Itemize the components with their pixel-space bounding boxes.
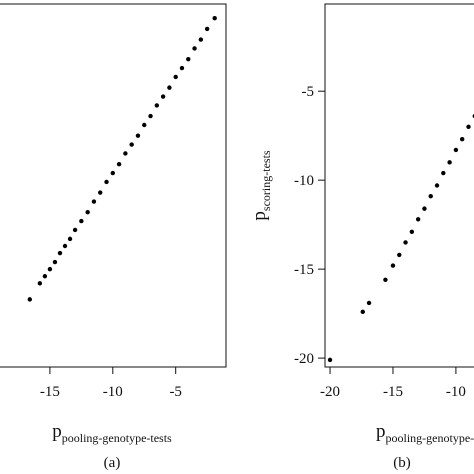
y-tick-label: -10 [294, 173, 314, 189]
point [212, 16, 217, 21]
y-axis-label: pscoring-tests [249, 150, 273, 220]
point [390, 263, 396, 268]
point [179, 65, 185, 71]
point [129, 142, 134, 147]
point [447, 160, 452, 165]
point [47, 266, 53, 272]
point [98, 190, 103, 195]
point [85, 209, 90, 215]
point [327, 357, 333, 363]
point [360, 309, 365, 315]
point [415, 217, 421, 222]
point [57, 250, 63, 256]
panel: -20-15-10-20-15-10-5ppooling-genotype-te… [249, 3, 474, 471]
point [123, 151, 128, 156]
point [397, 252, 402, 258]
point [27, 297, 32, 302]
point [154, 103, 160, 108]
x-tick-label: -10 [103, 384, 123, 400]
point [42, 274, 48, 279]
point [383, 277, 388, 283]
point [192, 46, 197, 51]
point [441, 170, 446, 176]
point [434, 183, 440, 188]
x-tick-label: -20 [320, 384, 340, 400]
x-axis-label-sub: pooling-genotype-tests [386, 431, 474, 445]
point [403, 240, 408, 245]
point [466, 124, 471, 129]
y-tick-label: -5 [302, 84, 315, 100]
point [148, 113, 153, 119]
x-axis-label-main: p [376, 421, 386, 442]
point [62, 243, 68, 249]
y-axis-label-sub: scoring-tests [259, 150, 273, 211]
x-axis-label: ppooling-genotype-tests [376, 421, 474, 445]
x-tick-label: -10 [446, 384, 466, 400]
point [160, 94, 166, 99]
y-tick-label: -15 [294, 262, 314, 278]
x-axis-label: ppooling-genotype-tests [52, 421, 172, 445]
x-axis-label-main: p [52, 421, 62, 442]
point [428, 193, 433, 199]
point [72, 227, 78, 233]
point [459, 137, 465, 142]
x-axis-label-sub: pooling-genotype-tests [62, 431, 172, 445]
point [167, 85, 172, 90]
x-tick-label: -5 [169, 384, 182, 400]
panel-label: (b) [393, 455, 411, 471]
point [142, 122, 147, 128]
point [91, 199, 97, 204]
point [135, 133, 141, 138]
x-tick-label: -15 [383, 384, 403, 400]
point [422, 206, 427, 211]
point [198, 37, 204, 42]
point [453, 147, 459, 153]
point [67, 236, 73, 242]
point [204, 26, 210, 32]
point [366, 300, 372, 306]
point [52, 259, 58, 265]
point [104, 179, 109, 185]
point [173, 74, 178, 80]
point [186, 56, 191, 62]
y-tick-label: -20 [294, 351, 314, 367]
y-axis-label-main: p [249, 211, 270, 221]
point [116, 161, 122, 167]
point [409, 229, 415, 234]
plot-frame [0, 3, 227, 368]
panel-label: (a) [104, 455, 121, 471]
plot-frame [324, 3, 474, 368]
point [110, 170, 116, 176]
x-tick-label: -15 [40, 384, 60, 400]
point [79, 218, 84, 224]
point [37, 281, 43, 286]
